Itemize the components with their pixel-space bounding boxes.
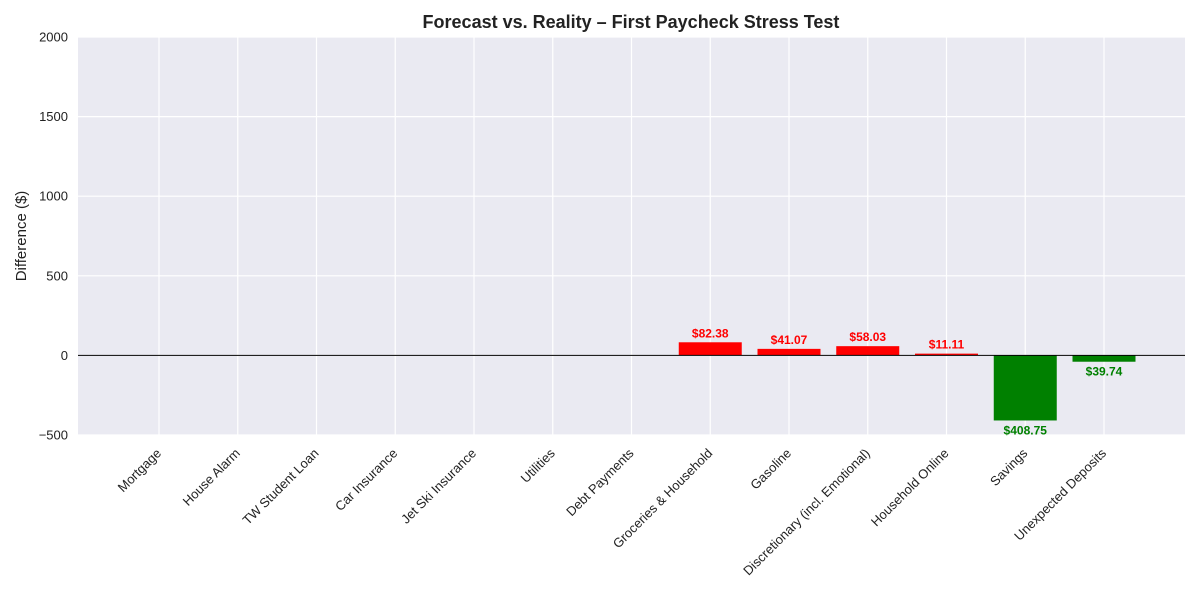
x-tick-label: Savings: [987, 445, 1031, 489]
y-tick-label: 0: [61, 348, 68, 363]
bar: [678, 342, 742, 356]
bar: [1072, 355, 1136, 362]
bar: [836, 346, 900, 356]
y-axis-ticks: −500 0 500 1000 1500 2000: [39, 30, 68, 443]
y-tick-label: 1500: [39, 109, 68, 124]
data-label: $82.38: [692, 326, 729, 340]
x-tick-label: Jet Ski Insurance: [398, 446, 479, 527]
x-tick-label: Household Online: [868, 446, 952, 530]
x-tick-label: TW Student Loan: [239, 446, 321, 528]
x-tick-label: Utilities: [518, 445, 559, 486]
x-tick-label: Gasoline: [747, 446, 794, 493]
bar: [915, 353, 978, 356]
data-label: $41.07: [771, 333, 808, 347]
y-axis-label: Difference ($): [13, 191, 30, 282]
y-tick-label: 2000: [39, 30, 68, 45]
bar: [757, 348, 821, 356]
x-tick-label: Discretionary (incl. Emotional): [740, 446, 873, 579]
bar: [993, 355, 1057, 421]
data-label: $39.74: [1086, 365, 1123, 379]
data-label: $58.03: [849, 330, 886, 344]
x-tick-label: Car Insurance: [332, 446, 400, 514]
x-tick-label: Mortgage: [115, 446, 164, 495]
bars: [678, 342, 1136, 421]
data-label: $408.75: [1004, 423, 1048, 437]
y-tick-label: −500: [39, 428, 68, 443]
y-tick-label: 500: [46, 268, 68, 283]
x-tick-label: Debt Payments: [563, 445, 637, 519]
data-labels: $82.38 $41.07 $58.03 $11.11 $408.75 $39.74: [692, 326, 1123, 437]
chart-title: Forecast vs. Reality – First Paycheck St…: [423, 12, 840, 32]
x-tick-label: House Alarm: [180, 446, 243, 509]
y-tick-label: 1000: [39, 189, 68, 204]
data-label: $11.11: [929, 338, 965, 352]
